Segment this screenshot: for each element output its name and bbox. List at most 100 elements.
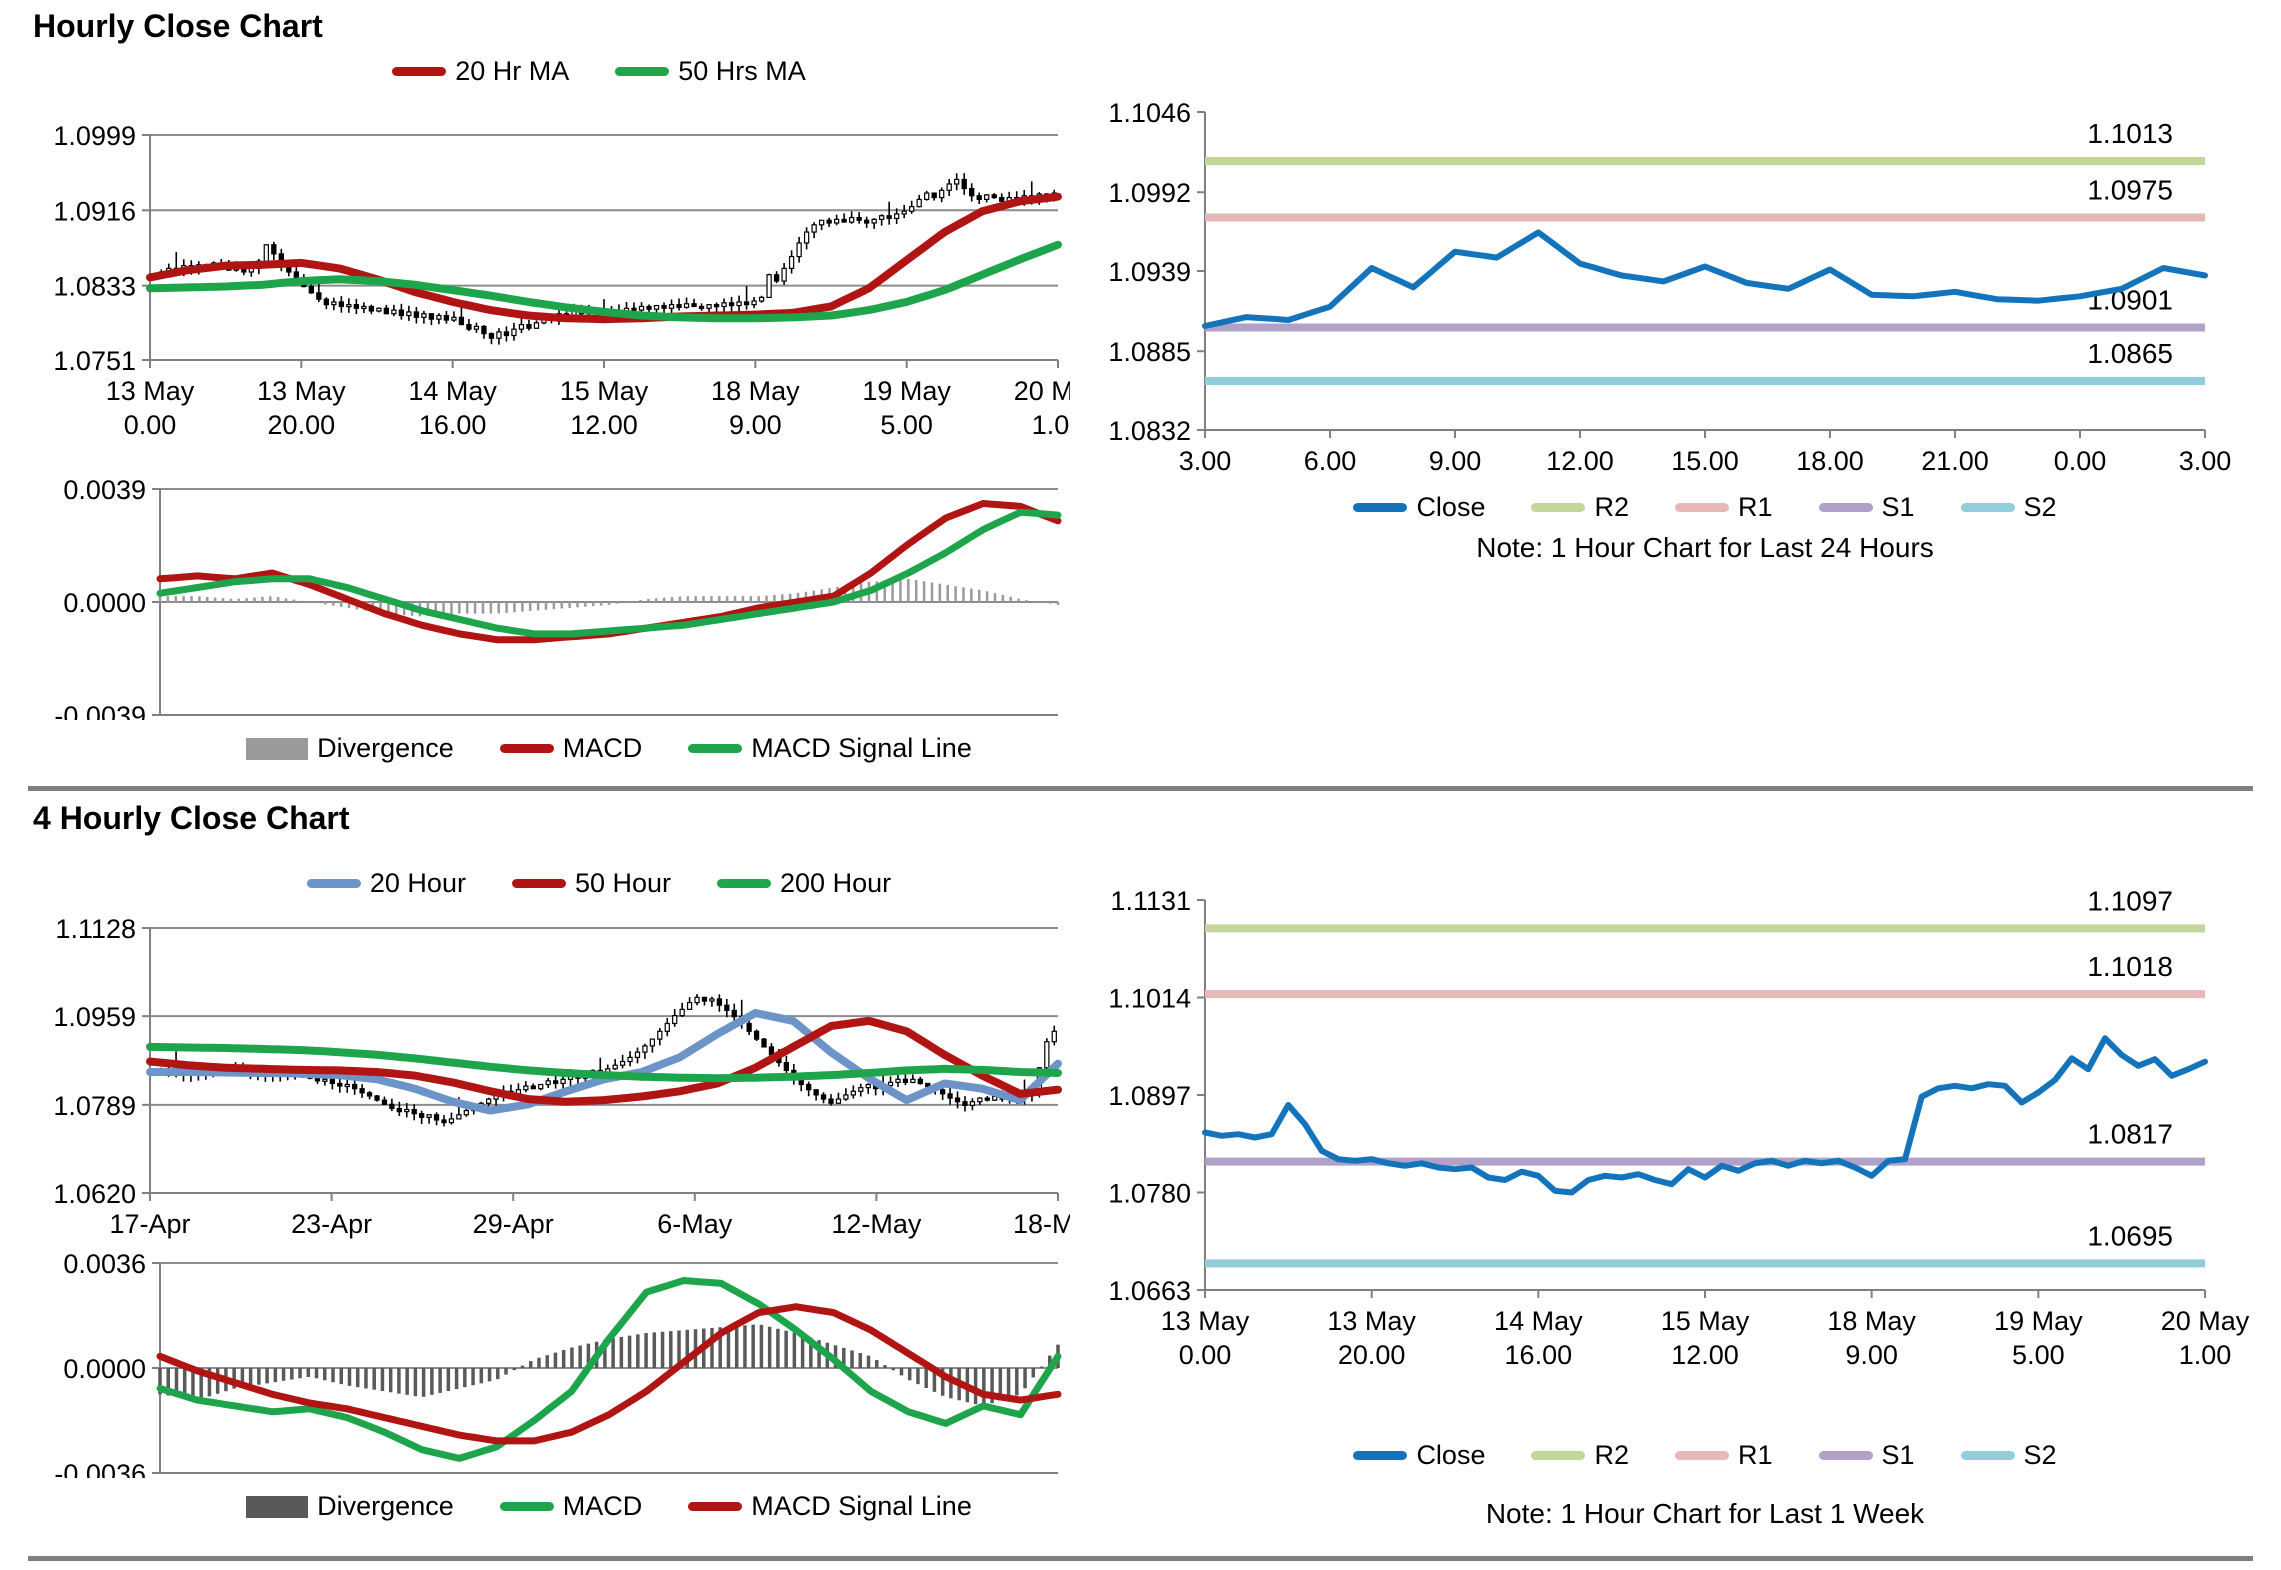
svg-text:6.00: 6.00	[1304, 446, 1357, 476]
legend-item-50-hrs-ma: 50 Hrs MA	[615, 56, 806, 87]
svg-text:12.00: 12.00	[1671, 1340, 1739, 1370]
section-divider	[28, 786, 2253, 791]
4hourly-macd-chart: 0.0036 0.0000 -0.0036	[30, 1238, 1070, 1478]
legend-line-swatch-icon	[1818, 1451, 1873, 1460]
legend-label: R2	[1594, 1440, 1629, 1470]
legend-line-swatch-icon	[499, 744, 554, 753]
legend-line-swatch-icon	[1531, 1451, 1586, 1460]
4hourly-support-resistance-chart: 1.1131 1.1014 1.0897 1.0780 1.0663 13 May 0.00…	[1095, 880, 2275, 1375]
legend-item-s1: S1	[1818, 1440, 1915, 1471]
svg-text:18 May: 18 May	[1827, 1306, 1916, 1336]
svg-text:1.0999: 1.0999	[53, 121, 136, 151]
legend-item-r2: R2	[1531, 1440, 1629, 1471]
svg-text:1.1128: 1.1128	[55, 914, 136, 944]
svg-text:17-Apr: 17-Apr	[109, 1209, 190, 1239]
legend-item-divergence: Divergence	[246, 1491, 454, 1522]
hourly-chart-note: Note: 1 Hour Chart for Last 24 Hours	[1476, 532, 1934, 563]
legend-label: S2	[2023, 492, 2057, 522]
hourly-support-resistance-chart: 1.1046 1.0992 1.0939 1.0885 1.0832 3.00 6.00 9.…	[1095, 75, 2275, 495]
svg-text:13 May: 13 May	[106, 376, 195, 406]
legend-item-macd: MACD	[499, 1491, 642, 1522]
svg-text:1.1131: 1.1131	[1110, 886, 1191, 916]
svg-text:12.00: 12.00	[570, 410, 638, 440]
svg-text:14 May: 14 May	[408, 376, 497, 406]
legend-item-macd: MACD	[499, 733, 642, 764]
legend-item-r2: R2	[1531, 492, 1629, 523]
svg-text:15 May: 15 May	[1661, 1306, 1750, 1336]
svg-text:5.00: 5.00	[2012, 1340, 2065, 1370]
svg-text:1.0865: 1.0865	[2087, 338, 2173, 369]
legend-line-swatch-icon	[688, 744, 743, 753]
svg-text:1.0832: 1.0832	[1108, 416, 1191, 446]
legend-label: 200 Hour	[780, 868, 892, 898]
svg-text:1.1097: 1.1097	[2087, 885, 2173, 916]
legend-line-swatch-icon	[1353, 503, 1408, 512]
legend-line-swatch-icon	[1531, 503, 1586, 512]
bottom-divider	[28, 1556, 2253, 1561]
hourly-candlestick-chart: 1.0999 1.0916 1.0833 1.0751 13 May 0.00 13 May…	[30, 95, 1070, 445]
legend-item-close: Close	[1353, 492, 1485, 523]
svg-text:3.00: 3.00	[1179, 446, 1232, 476]
svg-text:1.0620: 1.0620	[53, 1179, 136, 1209]
svg-text:0.0039: 0.0039	[63, 475, 146, 505]
legend-line-swatch-icon	[1960, 1451, 2015, 1460]
svg-text:1.0959: 1.0959	[53, 1002, 136, 1032]
4hourly-chart-note: Note: 1 Hour Chart for Last 1 Week	[1485, 1498, 1925, 1529]
legend-item-divergence: Divergence	[246, 733, 454, 764]
legend-label: MACD Signal Line	[751, 733, 972, 763]
svg-text:19 May: 19 May	[1994, 1306, 2083, 1336]
legend-box-swatch-icon	[246, 1495, 309, 1518]
legend-line-swatch-icon	[615, 67, 670, 76]
legend-label: 50 Hrs MA	[678, 56, 806, 86]
svg-text:1.0789: 1.0789	[53, 1091, 136, 1121]
svg-text:14 May: 14 May	[1494, 1306, 1583, 1336]
svg-text:1.0975: 1.0975	[2087, 175, 2173, 206]
svg-text:1.0992: 1.0992	[1108, 178, 1191, 208]
legend-item-50-hour: 50 Hour	[511, 868, 672, 899]
svg-text:15.00: 15.00	[1671, 446, 1739, 476]
svg-text:3.00: 3.00	[2179, 446, 2232, 476]
legend-line-swatch-icon	[1353, 1451, 1408, 1460]
legend-line-swatch-icon	[1674, 1451, 1729, 1460]
legend-label: MACD Signal Line	[751, 1491, 972, 1521]
svg-text:1.0939: 1.0939	[1108, 257, 1191, 287]
svg-text:23-Apr: 23-Apr	[291, 1209, 372, 1239]
legend-label: 20 Hr MA	[455, 56, 570, 86]
svg-text:0.0000: 0.0000	[63, 588, 146, 618]
svg-text:0.0000: 0.0000	[63, 1354, 146, 1384]
legend-item-r1: R1	[1674, 1440, 1773, 1471]
svg-text:21.00: 21.00	[1921, 446, 1989, 476]
svg-text:1.1046: 1.1046	[1108, 98, 1191, 128]
svg-text:1.0751: 1.0751	[53, 346, 136, 376]
svg-text:1.0885: 1.0885	[1108, 337, 1191, 367]
legend-label: S2	[2023, 1440, 2057, 1470]
svg-text:13 May: 13 May	[257, 376, 346, 406]
legend-label: R1	[1737, 1440, 1773, 1470]
svg-text:0.00: 0.00	[124, 410, 177, 440]
svg-text:19 May: 19 May	[862, 376, 951, 406]
svg-text:1.1018: 1.1018	[2087, 951, 2173, 982]
legend-label: 50 Hour	[574, 868, 672, 898]
svg-text:0.00: 0.00	[1179, 1340, 1232, 1370]
svg-text:9.00: 9.00	[1429, 446, 1482, 476]
legend-item-s2: S2	[1960, 492, 2057, 523]
svg-text:1.1013: 1.1013	[2087, 118, 2173, 149]
legend-label: 20 Hour	[369, 868, 466, 898]
svg-text:18.00: 18.00	[1796, 446, 1864, 476]
hourly-sr-legend: Close R2 R1 S1 S2	[1205, 492, 2205, 523]
legend-label: R1	[1737, 492, 1773, 522]
svg-text:1.0833: 1.0833	[53, 272, 136, 302]
legend-label: R2	[1594, 492, 1629, 522]
legend-label: Close	[1416, 1440, 1486, 1470]
svg-text:20.00: 20.00	[268, 410, 336, 440]
svg-text:29-Apr: 29-Apr	[473, 1209, 554, 1239]
svg-text:1.0663: 1.0663	[1108, 1276, 1191, 1306]
legend-line-swatch-icon	[1960, 503, 2015, 512]
legend-line-swatch-icon	[499, 1502, 554, 1511]
svg-text:1.1014: 1.1014	[1108, 984, 1191, 1014]
svg-text:20.00: 20.00	[1338, 1340, 1406, 1370]
svg-text:0.00: 0.00	[2054, 446, 2107, 476]
legend-line-swatch-icon	[717, 879, 772, 888]
4hourly-candle-legend: 20 Hour 50 Hour 200 Hour	[150, 868, 1048, 899]
svg-text:16.00: 16.00	[419, 410, 487, 440]
